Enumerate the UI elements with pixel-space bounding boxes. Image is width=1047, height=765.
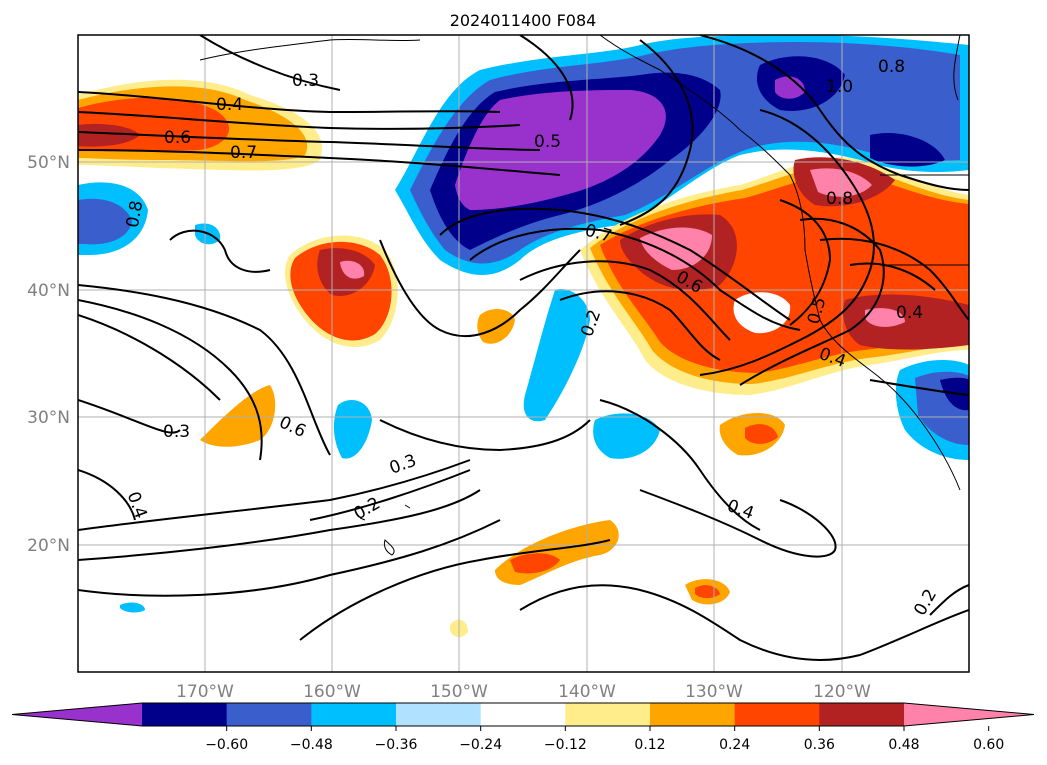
negative-anomaly-region [120, 602, 145, 613]
contour-label: 0.6 [164, 128, 191, 148]
contour-label: 0.8 [123, 199, 147, 229]
colorbar-tick-label: −0.24 [459, 737, 502, 753]
colorbar-tick-label: 0.24 [719, 737, 750, 753]
contour-label: 0.7 [230, 143, 257, 163]
map-title: 2024011400 F084 [450, 11, 597, 30]
colorbar-segment [565, 703, 651, 726]
colorbar-segment [226, 703, 312, 726]
positive-anomaly-region [200, 385, 276, 447]
coastlines [199, 35, 969, 556]
positive-anomaly-region [78, 123, 140, 147]
contour-label: 0.3 [163, 422, 190, 442]
negative-anomaly-region [870, 132, 945, 167]
map-frame [77, 34, 970, 673]
colorbar-segment [311, 703, 397, 726]
longitude-labels: 170°W 160°W 150°W 140°W 130°W 120°W [176, 682, 871, 702]
lon-label: 120°W [813, 682, 871, 702]
colorbar-segment [734, 703, 820, 726]
lon-label: 130°W [685, 682, 743, 702]
colorbar-tick-label: 0.12 [634, 737, 665, 753]
colorbar-segment [142, 703, 228, 726]
positive-anomaly-region [745, 424, 778, 444]
contour-label: 1.0 [826, 77, 853, 97]
colorbar-segment [650, 703, 736, 726]
contour-label: 0.8 [826, 189, 853, 209]
lat-label: 30°N [27, 408, 70, 428]
contour-label: 0.4 [216, 95, 243, 115]
colorbar-tick-label: 0.36 [804, 737, 835, 753]
colorbar-tick-label: −0.48 [290, 737, 333, 753]
colorbar-outline [11, 702, 1035, 727]
colorbar-extension-max [904, 703, 1034, 726]
negative-anomaly-region [523, 289, 590, 422]
lat-label: 20°N [27, 536, 70, 556]
colorbar-tick-label: −0.60 [205, 737, 248, 753]
colorbar-tick-label: −0.36 [375, 737, 418, 753]
positive-anomaly-region [340, 260, 365, 279]
positive-anomaly-region [865, 308, 905, 327]
lon-label: 160°W [303, 682, 361, 702]
colorbar-tick-label: 0.48 [888, 737, 919, 753]
colorbar-segment [396, 703, 482, 726]
latitude-labels: 50°N 40°N 30°N 20°N [27, 153, 70, 556]
negative-anomaly-region [593, 413, 660, 459]
lat-label: 40°N [27, 281, 70, 301]
positive-anomaly-region [510, 553, 560, 574]
positive-anomaly-region [477, 308, 515, 344]
negative-anomaly-region [78, 198, 132, 245]
contour-label: 0.5 [534, 132, 561, 152]
colorbar-segment [819, 703, 905, 726]
negative-anomaly-region [333, 400, 372, 459]
contour-label: 0.8 [878, 57, 905, 77]
contour-label: 0.4 [896, 303, 923, 323]
colorbar: −0.60 −0.48 −0.36 −0.24 −0.12 0.12 0.24 0.36 0.4… [11, 702, 1035, 753]
map-plot-area [78, 35, 969, 672]
filled-anomaly-contours [78, 35, 969, 638]
colorbar-tick-label: 0.60 [973, 737, 1004, 753]
negative-anomaly-region [455, 90, 666, 210]
colorbar-segment [480, 703, 566, 726]
lon-label: 170°W [176, 682, 234, 702]
colorbar-tick-label: −0.12 [544, 737, 587, 753]
positive-anomaly-region [843, 294, 969, 350]
negative-anomaly-region [775, 76, 805, 99]
lon-label: 150°W [430, 682, 488, 702]
colorbar-extension-min [12, 703, 142, 726]
positive-anomaly-region [640, 227, 712, 270]
contour-lines [78, 35, 969, 661]
lon-label: 140°W [558, 682, 616, 702]
contour-label: 0.3 [292, 71, 319, 91]
lat-label: 50°N [27, 153, 70, 173]
